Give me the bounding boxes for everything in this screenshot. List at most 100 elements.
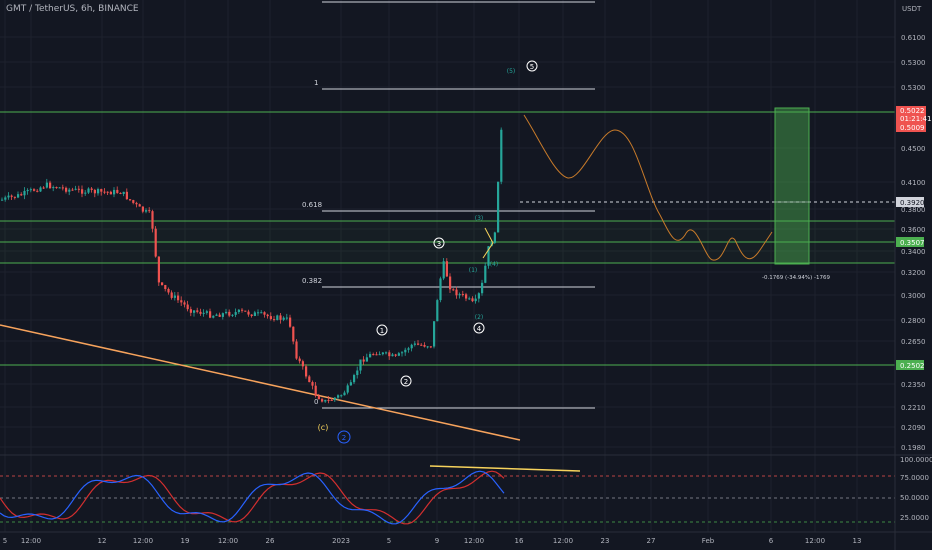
candle-body (433, 321, 436, 347)
candle-body (426, 346, 429, 348)
candle-body (362, 359, 365, 362)
candle-body (321, 399, 324, 402)
candle-body (397, 353, 400, 356)
candle-body (45, 182, 48, 188)
candle-body (273, 319, 276, 321)
candle-body (298, 358, 301, 362)
candle-body (308, 376, 311, 383)
candle-body (324, 399, 327, 402)
price-tick: 0.4500 (901, 145, 926, 153)
descending-trendline[interactable] (0, 324, 521, 441)
candle-body (65, 187, 68, 192)
candle-body (269, 316, 272, 320)
candle-body (311, 382, 314, 386)
candle-body (327, 399, 330, 401)
candle-body (29, 189, 32, 191)
time-tick: 5 (3, 537, 7, 545)
candle-body (471, 298, 474, 302)
sub-wave-3: (3) (475, 215, 484, 222)
candle-body (100, 189, 103, 192)
fib-lines (322, 1, 595, 409)
candle-body (244, 310, 247, 312)
upper-trendline[interactable] (429, 465, 581, 472)
candle-body (404, 349, 407, 353)
candle-body (295, 341, 298, 359)
candle-body (209, 311, 212, 318)
candle-body (84, 192, 87, 194)
candle-body (151, 211, 154, 229)
candle-body (455, 289, 458, 296)
candle-body (97, 189, 100, 194)
candle-body (353, 375, 356, 383)
candle-body (161, 282, 164, 285)
candle-body (212, 315, 215, 318)
candle-body (189, 309, 192, 313)
time-tick: 12:00 (133, 537, 153, 545)
price-badges: 0.5022 01:21:41 0.5009 0.3920 0.3507 0.2… (896, 106, 931, 370)
wave-4-label: 4 (477, 325, 482, 333)
candle-body (436, 300, 439, 322)
candle-body (429, 346, 432, 348)
candle-body (458, 294, 461, 296)
candle-body (196, 310, 199, 312)
candle-body (215, 314, 218, 316)
candle-body (116, 189, 119, 193)
candle-body (39, 187, 42, 192)
stoch-k-line (0, 470, 505, 525)
level-a-badge: 0.3920 (900, 199, 925, 207)
candle-body (49, 182, 52, 189)
candle-body (305, 366, 308, 377)
candle-body (17, 194, 20, 198)
wave-5-label: 5 (530, 63, 534, 71)
candle-body (13, 196, 16, 198)
candle-body (257, 312, 260, 314)
candle-body (71, 189, 74, 191)
price-tick: 0.2350 (901, 381, 926, 389)
candle-body (145, 210, 148, 212)
indicator-tick: 25.0000 (900, 514, 929, 522)
candle-body (500, 129, 503, 182)
candle-body (241, 309, 244, 311)
candle-body (493, 232, 496, 243)
time-axis[interactable]: 5 12:00 12 12:00 19 12:00 26 2023 5 9 12:00 16 12:00… (3, 537, 862, 545)
candle-body (81, 189, 84, 194)
price-tick: 0.3800 (901, 206, 926, 214)
candle-body (497, 181, 500, 233)
indicator-tick: 100.0000 (900, 456, 932, 464)
candle-body (199, 311, 202, 314)
wave-3-label: 3 (437, 240, 441, 248)
candle-body (148, 210, 151, 212)
price-axis[interactable]: 0.6100 0.5300 0.5300 0.4500 0.4100 0.3800 0.36… (901, 34, 926, 452)
candle-body (282, 317, 285, 320)
candle-body (365, 357, 368, 362)
candle-body (237, 309, 240, 313)
sub-wave-5: (5) (507, 68, 516, 75)
price-tick: 0.2090 (901, 424, 926, 432)
candle-body (372, 354, 375, 356)
candle-body (465, 294, 468, 299)
wave-2-label: 2 (404, 378, 408, 386)
indicator-axis[interactable]: 100.0000 75.0000 50.0000 25.0000 (900, 456, 932, 522)
candle-body (442, 261, 445, 279)
price-tick: 0.5300 (901, 84, 926, 92)
sub-wave-2: (2) (475, 314, 484, 321)
candle-body (180, 300, 183, 303)
candle-body (218, 314, 221, 317)
level-zone (0, 221, 895, 263)
price-tick: 0.3200 (901, 269, 926, 277)
candle-body (417, 343, 420, 345)
time-tick: 27 (647, 537, 656, 545)
price-tick: 0.3600 (901, 226, 926, 234)
candle-body (129, 199, 132, 201)
candle-body (68, 189, 71, 192)
countdown-badge: 01:21:41 (900, 115, 931, 123)
price-tick: 0.2650 (901, 338, 926, 346)
fib-label-0: 0 (314, 398, 318, 406)
sub-wave-1: (1) (469, 267, 478, 274)
candle-body (183, 302, 186, 305)
candle-body (33, 189, 36, 191)
long-position-box[interactable] (774, 107, 810, 265)
candle-body (343, 392, 346, 396)
price-tick: 0.5300 (901, 59, 926, 67)
